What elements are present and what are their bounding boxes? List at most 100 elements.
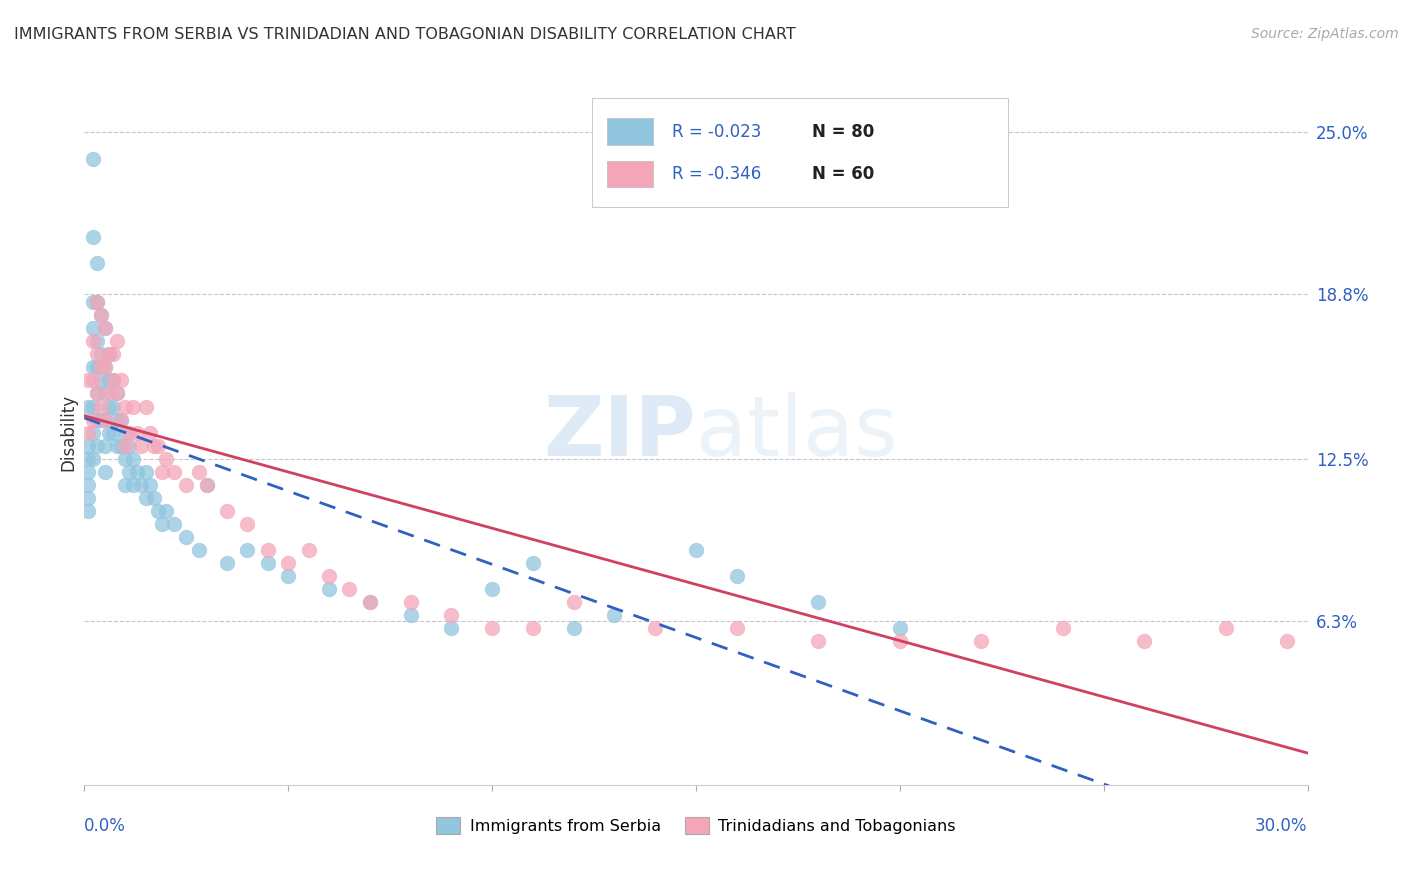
Point [110,373,132,387]
Point [77,465,100,479]
Point [82,334,104,349]
Point [195,478,218,492]
Point [122,478,145,492]
Point [105,386,128,401]
Point [257,556,280,570]
Point [77,425,100,440]
Point [122,451,145,466]
Point [86,386,108,401]
Point [82,295,104,310]
Point [93,412,115,426]
Point [522,621,544,635]
Point [82,400,104,414]
Point [77,504,100,518]
Point [142,439,165,453]
Point [359,595,381,609]
Point [82,230,104,244]
Text: N = 80: N = 80 [813,123,875,141]
Point [155,504,177,518]
Text: atlas: atlas [696,392,897,473]
Point [725,621,748,635]
Point [82,412,104,426]
Point [889,621,911,635]
Point [889,634,911,648]
Text: N = 60: N = 60 [813,165,875,183]
Point [725,569,748,583]
Point [138,478,160,492]
Point [77,439,100,453]
Point [217,556,239,570]
Point [114,425,136,440]
Text: IMMIGRANTS FROM SERBIA VS TRINIDADIAN AND TOBAGONIAN DISABILITY CORRELATION CHAR: IMMIGRANTS FROM SERBIA VS TRINIDADIAN AN… [14,27,796,42]
Point [101,400,124,414]
Point [135,491,157,505]
Point [77,373,100,387]
Point [236,543,259,558]
Point [298,543,321,558]
Point [97,347,120,361]
Point [97,400,120,414]
Point [93,360,115,375]
Point [97,347,120,361]
Point [110,412,132,426]
Point [277,556,299,570]
Point [146,504,169,518]
Point [1133,634,1156,648]
Point [86,386,108,401]
Point [114,478,136,492]
Point [86,256,108,270]
Point [142,491,165,505]
Point [127,465,149,479]
Point [86,439,108,453]
Point [970,634,993,648]
Point [118,465,141,479]
Point [135,465,157,479]
Point [195,478,218,492]
Point [93,321,115,335]
Point [150,465,173,479]
Point [105,412,128,426]
Point [481,621,503,635]
Point [174,478,197,492]
Point [82,451,104,466]
Point [86,412,108,426]
Point [318,569,340,583]
Point [86,295,108,310]
Point [122,400,145,414]
Point [440,608,463,623]
Point [155,451,177,466]
Point [101,373,124,387]
Point [93,465,115,479]
Point [127,425,149,440]
Point [97,373,120,387]
Point [90,412,112,426]
Point [118,425,141,440]
Point [114,439,136,453]
Point [86,334,108,349]
Legend: Immigrants from Serbia, Trinidadians and Tobagonians: Immigrants from Serbia, Trinidadians and… [430,811,962,840]
Point [93,321,115,335]
Point [110,412,132,426]
Point [77,491,100,505]
Point [82,360,104,375]
Point [90,308,112,322]
Point [150,516,173,531]
Point [82,152,104,166]
Point [110,439,132,453]
Text: R = -0.346: R = -0.346 [672,165,776,183]
Point [77,451,100,466]
Point [481,582,503,597]
FancyBboxPatch shape [606,119,654,145]
Point [187,543,209,558]
Point [101,373,124,387]
Point [807,634,830,648]
Point [685,543,707,558]
Point [90,347,112,361]
Point [1277,634,1299,648]
Point [146,439,169,453]
Point [644,621,666,635]
Point [562,621,585,635]
Point [174,530,197,544]
Point [217,504,239,518]
Point [77,478,100,492]
